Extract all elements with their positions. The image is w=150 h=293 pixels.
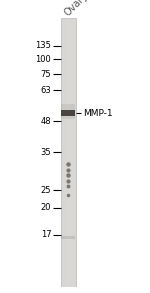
Bar <box>67 18 68 287</box>
Bar <box>74 18 76 287</box>
Bar <box>63 18 64 287</box>
Bar <box>70 18 71 287</box>
Text: Ovary: Ovary <box>63 0 90 18</box>
Bar <box>61 104 75 119</box>
Bar <box>61 18 63 287</box>
Bar <box>71 18 73 287</box>
Text: 75: 75 <box>41 70 51 79</box>
Text: 100: 100 <box>36 55 51 64</box>
Text: 48: 48 <box>41 117 51 126</box>
Bar <box>65 18 67 287</box>
Text: 135: 135 <box>35 41 51 50</box>
Bar <box>61 110 75 116</box>
Text: 63: 63 <box>40 86 51 95</box>
Bar <box>73 18 74 287</box>
Text: MMP-1: MMP-1 <box>83 109 112 118</box>
Text: 35: 35 <box>41 148 51 157</box>
Bar <box>61 18 76 287</box>
Bar <box>61 236 75 239</box>
Text: 20: 20 <box>41 203 51 212</box>
Bar <box>64 18 65 287</box>
Text: 17: 17 <box>41 230 51 239</box>
Bar <box>68 18 70 287</box>
Text: 25: 25 <box>41 185 51 195</box>
